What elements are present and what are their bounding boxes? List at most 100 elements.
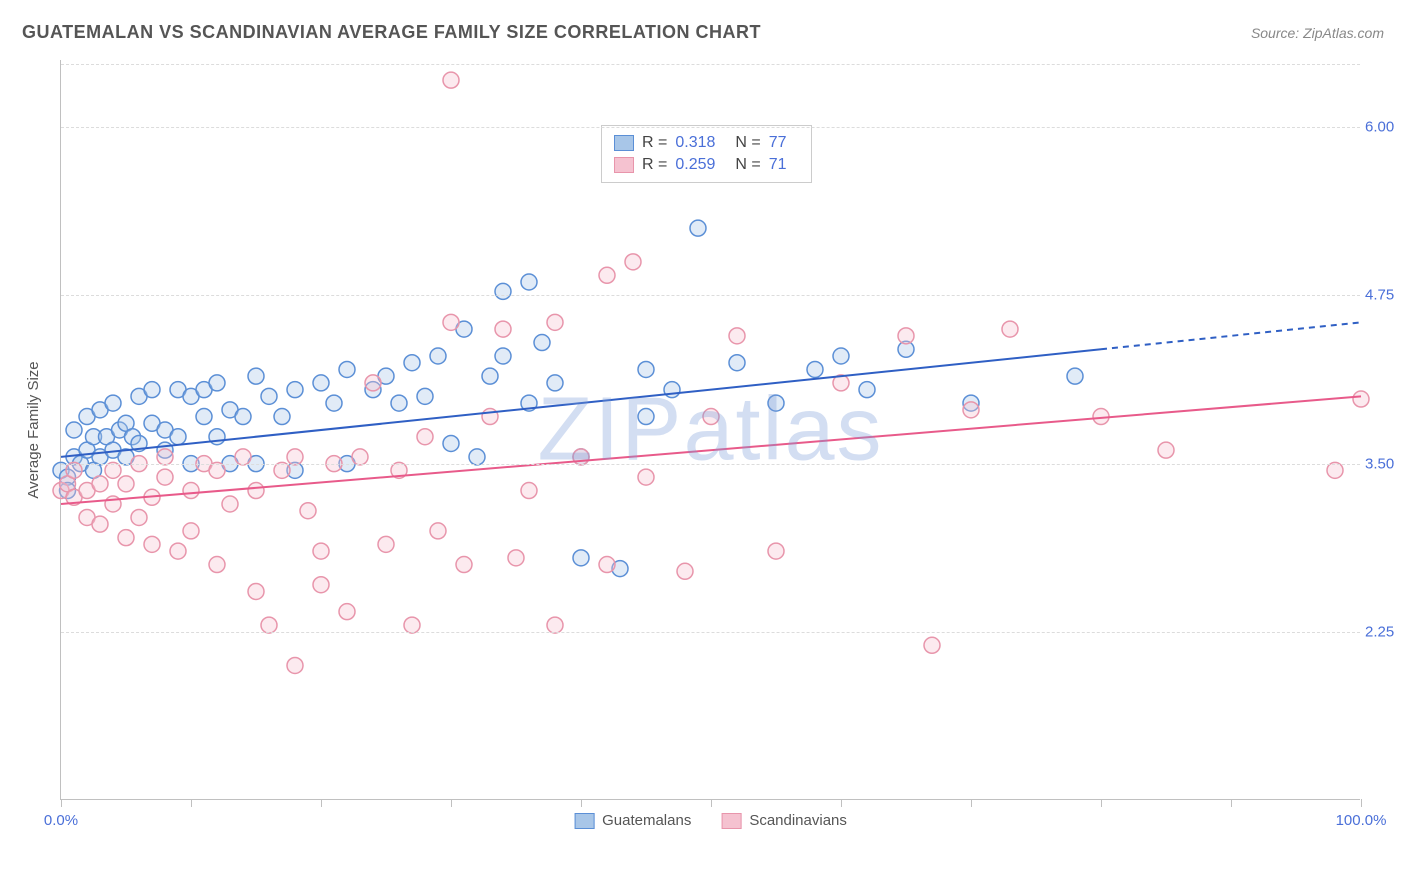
scatter-point bbox=[768, 395, 784, 411]
gridline bbox=[61, 295, 1360, 296]
scatter-point bbox=[599, 267, 615, 283]
scatter-point bbox=[430, 348, 446, 364]
scatter-point bbox=[521, 274, 537, 290]
gridline bbox=[61, 127, 1360, 128]
legend-r-label: R = bbox=[642, 156, 667, 174]
x-tick-label: 100.0% bbox=[1336, 812, 1387, 829]
legend-n-label: N = bbox=[735, 156, 760, 174]
scatter-point bbox=[482, 368, 498, 384]
scatter-point bbox=[898, 328, 914, 344]
x-tick bbox=[1361, 799, 1362, 807]
scatter-point bbox=[638, 409, 654, 425]
scatter-point bbox=[495, 321, 511, 337]
scatter-point bbox=[365, 375, 381, 391]
scatter-point bbox=[495, 348, 511, 364]
y-tick-label: 4.75 bbox=[1365, 287, 1406, 304]
scatter-point bbox=[1002, 321, 1018, 337]
x-tick bbox=[61, 799, 62, 807]
series-legend: Guatemalans Scandinavians bbox=[574, 812, 847, 829]
scatter-point bbox=[768, 543, 784, 559]
scatter-point bbox=[677, 563, 693, 579]
scatter-point bbox=[92, 516, 108, 532]
scatter-point bbox=[66, 462, 82, 478]
x-tick bbox=[971, 799, 972, 807]
x-tick bbox=[451, 799, 452, 807]
gridline bbox=[61, 464, 1360, 465]
scatter-point bbox=[287, 657, 303, 673]
scatter-point bbox=[404, 355, 420, 371]
trend-line bbox=[61, 349, 1101, 457]
scatter-point bbox=[183, 523, 199, 539]
scatter-point bbox=[391, 395, 407, 411]
scatter-point bbox=[547, 617, 563, 633]
scatter-point bbox=[625, 254, 641, 270]
x-tick bbox=[711, 799, 712, 807]
trend-line-extrapolated bbox=[1101, 322, 1361, 349]
y-tick-label: 2.25 bbox=[1365, 623, 1406, 640]
scatter-point bbox=[924, 637, 940, 653]
scatter-point bbox=[638, 469, 654, 485]
scatter-point bbox=[235, 449, 251, 465]
chart-title: GUATEMALAN VS SCANDINAVIAN AVERAGE FAMIL… bbox=[22, 22, 761, 43]
scatter-point bbox=[248, 368, 264, 384]
scatter-point bbox=[443, 435, 459, 451]
scatter-point bbox=[1067, 368, 1083, 384]
scatter-point bbox=[92, 476, 108, 492]
scatter-point bbox=[1327, 462, 1343, 478]
correlation-legend: R = 0.318 N = 77 R = 0.259 N = 71 bbox=[601, 125, 812, 183]
legend-n-value: 71 bbox=[769, 156, 787, 174]
scatter-point bbox=[573, 550, 589, 566]
x-tick bbox=[1231, 799, 1232, 807]
scatter-point bbox=[222, 496, 238, 512]
scatter-point bbox=[313, 543, 329, 559]
scatter-point bbox=[235, 409, 251, 425]
scatter-point bbox=[703, 409, 719, 425]
scatter-point bbox=[443, 314, 459, 330]
scatter-point bbox=[209, 462, 225, 478]
x-tick bbox=[191, 799, 192, 807]
scatter-point bbox=[495, 283, 511, 299]
scatter-point bbox=[690, 220, 706, 236]
scatter-point bbox=[66, 422, 82, 438]
scatter-point bbox=[339, 604, 355, 620]
x-tick bbox=[321, 799, 322, 807]
scatter-point bbox=[573, 449, 589, 465]
legend-label: Guatemalans bbox=[602, 812, 691, 829]
y-axis-label: Average Family Size bbox=[25, 361, 42, 498]
scatter-point bbox=[339, 361, 355, 377]
scatter-point bbox=[547, 314, 563, 330]
legend-item-scandinavians: Scandinavians bbox=[721, 812, 847, 829]
y-tick-label: 3.50 bbox=[1365, 455, 1406, 472]
scatter-point bbox=[261, 388, 277, 404]
x-tick-label: 0.0% bbox=[44, 812, 78, 829]
scatter-point bbox=[963, 402, 979, 418]
legend-n-label: N = bbox=[735, 134, 760, 152]
legend-swatch bbox=[721, 813, 741, 829]
scatter-point bbox=[209, 557, 225, 573]
scatter-point bbox=[417, 429, 433, 445]
scatter-point bbox=[248, 583, 264, 599]
scatter-point bbox=[729, 328, 745, 344]
x-tick bbox=[1101, 799, 1102, 807]
scatter-point bbox=[599, 557, 615, 573]
scatter-point bbox=[378, 536, 394, 552]
legend-n-value: 77 bbox=[769, 134, 787, 152]
legend-label: Scandinavians bbox=[749, 812, 847, 829]
x-tick bbox=[581, 799, 582, 807]
scatter-point bbox=[196, 409, 212, 425]
scatter-point bbox=[430, 523, 446, 539]
chart-header: GUATEMALAN VS SCANDINAVIAN AVERAGE FAMIL… bbox=[22, 22, 1384, 43]
legend-swatch bbox=[614, 157, 634, 173]
scatter-point bbox=[417, 388, 433, 404]
scatter-point bbox=[170, 543, 186, 559]
legend-swatch bbox=[614, 135, 634, 151]
scatter-point bbox=[157, 449, 173, 465]
gridline bbox=[61, 64, 1360, 65]
scatter-point bbox=[1353, 391, 1369, 407]
legend-item-guatemalans: Guatemalans bbox=[574, 812, 691, 829]
scatter-point bbox=[105, 395, 121, 411]
scatter-point bbox=[469, 449, 485, 465]
y-tick-label: 6.00 bbox=[1365, 119, 1406, 136]
scatter-point bbox=[534, 335, 550, 351]
legend-r-label: R = bbox=[642, 134, 667, 152]
